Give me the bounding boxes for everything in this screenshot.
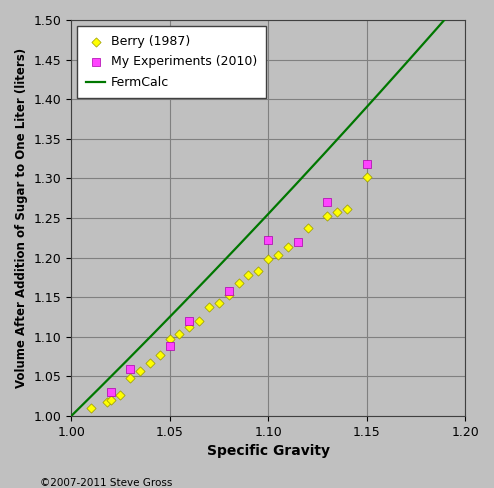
Berry (1987) xyxy=(274,251,282,259)
Berry (1987) xyxy=(107,396,115,404)
Berry (1987) xyxy=(195,317,203,325)
FermCalc xyxy=(453,4,458,10)
Text: ©2007-2011 Steve Gross: ©2007-2011 Steve Gross xyxy=(40,478,172,488)
Berry (1987) xyxy=(284,244,292,251)
Berry (1987) xyxy=(156,351,164,359)
Berry (1987) xyxy=(126,374,134,382)
Berry (1987) xyxy=(205,303,213,311)
Berry (1987) xyxy=(343,204,351,212)
Berry (1987) xyxy=(185,323,193,330)
Berry (1987) xyxy=(103,398,111,406)
FermCalc xyxy=(282,194,288,200)
Berry (1987) xyxy=(245,271,252,279)
Berry (1987) xyxy=(363,173,370,181)
My Experiments (2010) xyxy=(126,365,134,372)
My Experiments (2010) xyxy=(165,343,173,350)
FermCalc xyxy=(255,222,261,227)
Berry (1987) xyxy=(87,404,95,412)
Berry (1987) xyxy=(254,267,262,275)
My Experiments (2010) xyxy=(294,238,302,246)
FermCalc xyxy=(68,413,74,419)
Y-axis label: Volume After Addition of Sugar to One Liter (liters): Volume After Addition of Sugar to One Li… xyxy=(15,48,28,388)
Berry (1987) xyxy=(136,367,144,375)
Legend: Berry (1987), My Experiments (2010), FermCalc: Berry (1987), My Experiments (2010), Fer… xyxy=(78,26,266,98)
Berry (1987) xyxy=(225,291,233,299)
Berry (1987) xyxy=(117,391,124,399)
Berry (1987) xyxy=(264,255,272,263)
Berry (1987) xyxy=(175,330,183,338)
Line: FermCalc: FermCalc xyxy=(71,0,465,416)
My Experiments (2010) xyxy=(225,287,233,295)
My Experiments (2010) xyxy=(363,160,370,168)
FermCalc xyxy=(303,171,309,177)
Berry (1987) xyxy=(323,212,331,220)
My Experiments (2010) xyxy=(323,198,331,206)
FermCalc xyxy=(258,219,264,225)
FermCalc xyxy=(391,74,397,80)
My Experiments (2010) xyxy=(107,388,115,396)
X-axis label: Specific Gravity: Specific Gravity xyxy=(206,445,329,458)
Berry (1987) xyxy=(215,299,223,306)
My Experiments (2010) xyxy=(264,236,272,244)
Berry (1987) xyxy=(146,359,154,367)
Berry (1987) xyxy=(235,279,243,287)
My Experiments (2010) xyxy=(185,317,193,325)
Berry (1987) xyxy=(304,224,312,231)
Berry (1987) xyxy=(333,208,341,216)
Berry (1987) xyxy=(165,335,173,343)
